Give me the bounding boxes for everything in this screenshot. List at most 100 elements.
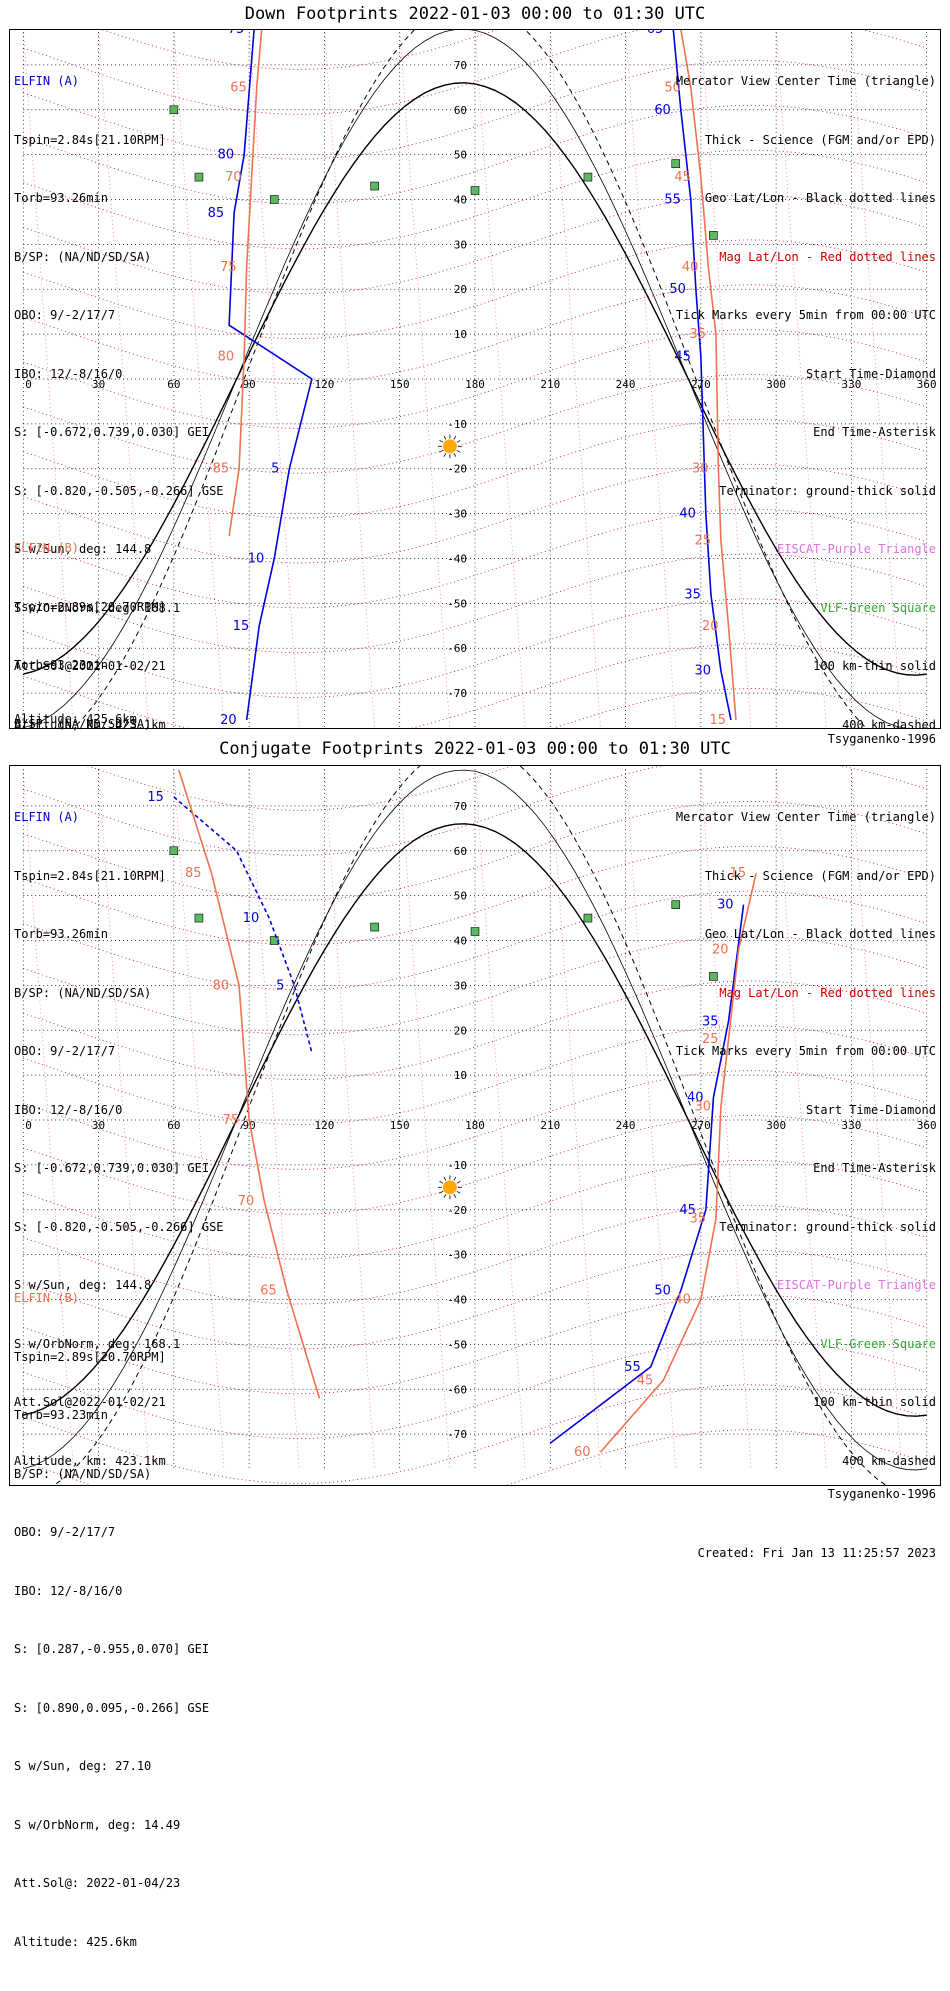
legend-item: Thick - Science (FGM and/or EPD) [704,868,936,883]
created-label: Created: Fri Jan 13 11:25:57 2023 [697,1545,936,1560]
vlf-station-marker [583,172,593,182]
track-tick-label: 30 [717,898,733,913]
elfin-b-line: OBO: 9/-2/17/7 [14,1525,116,1539]
lat-tick-label: 20 [454,283,467,296]
footer-info: Tsyganenko-1996 Created: Fri Jan 13 11:2… [698,1446,936,1602]
track-line [672,30,732,721]
track-tick-label: 5 [276,978,284,993]
lon-tick-label: 150 [390,378,410,391]
legend-item: VLF-Green Square [820,600,936,615]
lat-tick-label: -70 [447,687,467,700]
lat-tick-label: 20 [454,1024,467,1037]
track-tick-label: 20 [220,713,236,728]
elfin-a-header: ELFIN (A) [14,74,80,88]
model-label: Tsyganenko-1996 [827,732,936,746]
track-tick-label: 80 [213,978,229,993]
lat-tick-label: 70 [454,800,467,813]
track-tick-label: 55 [664,193,680,208]
lat-tick-label: -40 [447,552,467,565]
legend-item: Start Time-Diamond [805,366,936,381]
track-tick-label: 15 [233,619,249,634]
track-tick-label: 15 [730,866,746,881]
lon-tick-label: 0 [25,1119,32,1132]
elfin-a-info: ELFIN (A) Tspin=2.84s[21.10RPM] Torb=93.… [14,33,224,774]
down-footprints-title: Down Footprints 2022-01-03 00:00 to 01:3… [244,4,706,24]
vlf-station-marker [671,900,681,909]
track-tick-label: 75 [228,30,244,37]
lon-tick-label: 30 [92,378,105,391]
legend-item: Geo Lat/Lon - Black dotted lines [704,927,936,941]
elfin-a-line: OBO: 9/-2/17/7 [14,1044,116,1058]
elfin-a-line: OBO: 9/-2/17/7 [14,308,116,322]
lat-tick-label: 30 [454,979,467,992]
legend-item: Tick Marks every 5min from 00:00 UTC [675,308,936,322]
legend-item: Terminator: ground-thick solid [719,1219,936,1234]
sun-disk [442,1180,457,1195]
sun-ray [453,1194,457,1198]
model-label: Tsyganenko-1996 [827,1487,936,1501]
legend-item: EISCAT-Purple Triangle [777,1278,936,1292]
elfin-b-line: Att.Sol@: 2022-01-04/23 [14,1876,181,1890]
sun-ray [443,435,447,440]
track-tick-label: 35 [702,1014,718,1029]
track-tick-label: 70 [238,1194,254,1209]
lon-tick-label: 0 [25,378,32,391]
elfin-a-line: Att.Sol@2022-01-02/21 [14,659,166,673]
vlf-station-marker [169,105,179,115]
track-tick-label: 30 [694,664,710,679]
track-tick-label: 40 [674,1293,690,1308]
lon-tick-label: 270 [691,1119,711,1132]
lat-tick-label: -70 [447,1428,467,1441]
sun-ray [453,453,457,457]
legend: Mercator View Center Time (triangle) Thi… [676,769,936,1510]
lon-tick-label: 270 [691,378,711,391]
elfin-a-line: S w/Sun, deg: 144.8 [14,1278,152,1292]
lon-tick-label: 300 [766,378,786,391]
track-line [549,904,745,1444]
lon-tick-label: 180 [465,378,485,391]
lat-tick-label: -20 [447,1204,467,1217]
elfin-a-info: ELFIN (A) Tspin=2.84s[21.10RPM] Torb=93.… [14,769,224,1510]
elfin-b-line: Tspin=2.89s[20.70RPM] [14,1349,166,1364]
mag-lon-line [248,30,300,728]
lat-tick-label: 70 [454,59,467,72]
elfin-b-altitude: Altitude: 425.6km [14,712,137,726]
elfin-b-header: ELFIN (B) [14,1291,80,1305]
sun-ray [456,1180,461,1184]
sun-ray [443,453,447,457]
track-line [178,769,321,1399]
track-tick-label: 85 [213,462,229,477]
lat-tick-label: 10 [454,328,467,341]
elfin-a-line: B/SP: (NA/ND/SD/SA) [14,249,152,264]
elfin-b-line: S: [0.287,-0.955,0.070] GEI [14,1642,210,1656]
vlf-station-marker [671,159,681,168]
elfin-b-line: Altitude: 425.6km [14,1934,137,1949]
track-tick-label: 55 [624,1360,640,1375]
track-tick-label: 20 [712,942,728,957]
lat-tick-label: -20 [447,463,467,476]
vlf-station-marker [269,936,279,945]
sun-ray [443,1194,447,1198]
terminator-400km [73,30,867,728]
vlf-station-marker [470,186,480,195]
sun-ray [439,1180,444,1184]
lon-tick-label: 330 [842,1119,862,1132]
legend-item: End Time-Asterisk [813,1161,936,1175]
elfin-a-line: B/SP: (NA/ND/SD/SA) [14,985,152,1000]
legend-item: End Time-Asterisk [813,425,936,439]
legend-item: 100 km-thin solid [813,659,936,673]
track-tick-label: 45 [674,170,690,185]
legend-item: Mag Lat/Lon - Red dotted lines [719,985,936,1000]
elfin-a-line: S w/OrbNorm, deg: 168.1 [14,1336,181,1351]
sun-icon [437,434,462,459]
lon-tick-label: 180 [465,1119,485,1132]
conjugate-footprints-panel: 0 30 60 90 120 150 180 210 240 270 300 330 360 70 60 50… [9,765,941,1949]
legend-item: Thick - Science (FGM and/or EPD) [704,132,936,147]
lat-tick-label: 50 [454,149,467,162]
elfin-a-line: IBO: 12/-8/16/0 [14,366,123,381]
track-tick-label: 40 [682,260,698,275]
track-line [173,796,313,1053]
elfin-a-header: ELFIN (A) [14,810,80,824]
lon-tick-label: 360 [917,378,937,391]
track-tick-label: 80 [218,148,234,163]
